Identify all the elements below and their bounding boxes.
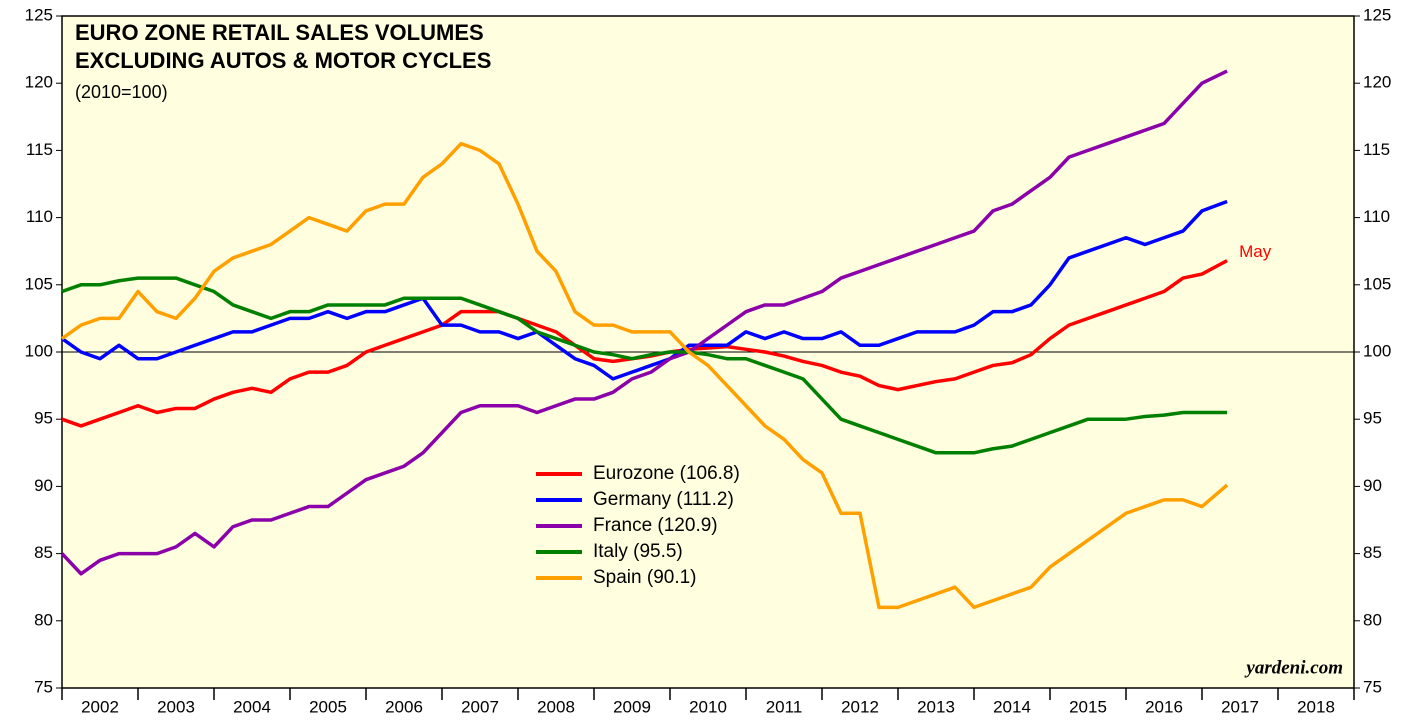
x-tick-label: 2013 — [917, 697, 955, 716]
x-tick-label: 2016 — [1145, 697, 1183, 716]
chart-subtitle: (2010=100) — [75, 82, 168, 102]
x-tick-label: 2014 — [993, 697, 1031, 716]
x-tick-label: 2002 — [81, 697, 119, 716]
x-tick-label: 2011 — [766, 697, 803, 716]
source: yardeni.com — [1244, 657, 1343, 678]
x-tick-label: 2017 — [1221, 697, 1259, 716]
x-tick-label: 2004 — [233, 697, 271, 716]
y2-tick-label: 110 — [1363, 207, 1390, 226]
y2-tick-label: 115 — [1363, 140, 1390, 159]
y2-tick-label: 80 — [1363, 610, 1382, 629]
annotation: May — [1239, 242, 1272, 261]
y-tick-label: 110 — [26, 207, 53, 226]
y2-tick-label: 105 — [1363, 274, 1391, 293]
y-tick-label: 100 — [25, 341, 53, 360]
x-tick-label: 2007 — [461, 697, 499, 716]
series-line — [60, 141, 1229, 610]
x-tick-label: 2005 — [309, 697, 347, 716]
series-line — [61, 276, 1228, 455]
x-tick-label: 2008 — [537, 697, 575, 716]
x-tick-label: 2009 — [613, 697, 651, 716]
x-tick-label: 2010 — [689, 697, 727, 716]
y-tick-label: 85 — [34, 543, 53, 562]
y2-tick-label: 85 — [1363, 543, 1382, 562]
y-tick-label: 80 — [34, 610, 53, 629]
legend-label: France (120.9) — [593, 515, 718, 536]
series-line — [60, 69, 1228, 576]
chart-title: EURO ZONE RETAIL SALES VOLUMES — [75, 20, 484, 45]
y-tick-label: 120 — [25, 73, 53, 92]
y-tick-label: 125 — [25, 5, 53, 24]
y-tick-label: 75 — [34, 677, 53, 696]
y2-tick-label: 120 — [1363, 73, 1391, 92]
x-tick-label: 2015 — [1069, 697, 1107, 716]
y2-tick-label: 125 — [1363, 5, 1391, 24]
x-tick-label: 2018 — [1297, 697, 1335, 716]
series-line — [60, 199, 1228, 381]
y2-tick-label: 95 — [1363, 409, 1382, 428]
x-tick-label: 2006 — [385, 697, 423, 716]
y-tick-label: 105 — [25, 274, 53, 293]
x-tick-label: 2003 — [157, 697, 195, 716]
y2-tick-label: 100 — [1363, 341, 1391, 360]
chart-title: EXCLUDING AUTOS & MOTOR CYCLES — [75, 48, 491, 73]
y-tick-label: 90 — [34, 476, 53, 495]
y-tick-label: 115 — [26, 140, 53, 159]
y2-tick-label: 75 — [1363, 677, 1382, 696]
legend-label: Spain (90.1) — [593, 567, 697, 588]
legend-label: Germany (111.2) — [593, 489, 734, 510]
x-tick-label: 2012 — [841, 697, 879, 716]
y-tick-label: 95 — [34, 409, 53, 428]
legend-label: Eurozone (106.8) — [593, 463, 740, 484]
y2-tick-label: 90 — [1363, 476, 1382, 495]
legend-label: Italy (95.5) — [593, 541, 683, 562]
